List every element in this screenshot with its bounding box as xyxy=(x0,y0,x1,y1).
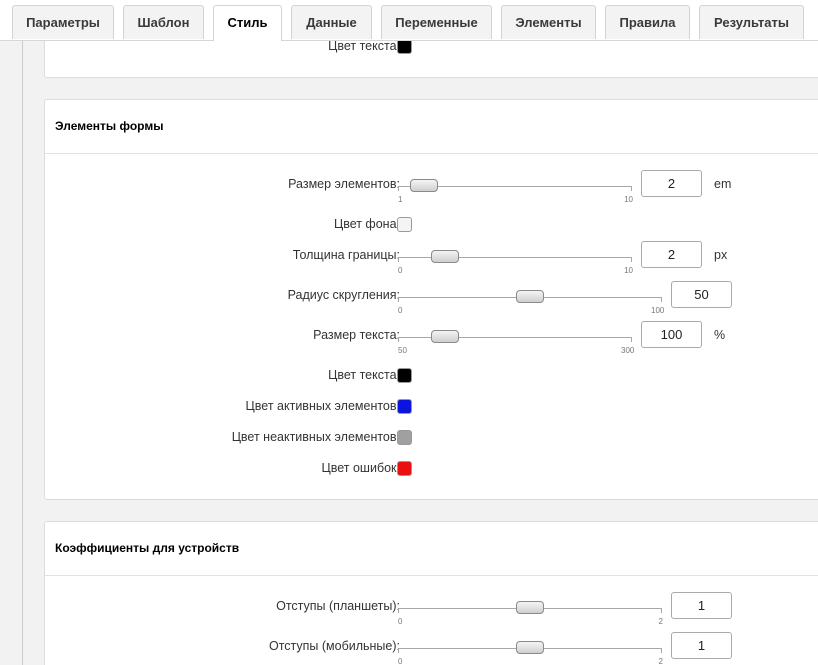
slider-tick xyxy=(631,257,632,262)
slider-tick xyxy=(398,257,399,262)
tab[interactable]: Стиль xyxy=(213,5,282,41)
field-label: Размер элементов: xyxy=(288,177,400,191)
field-label: Цвет неактивных элементов: xyxy=(231,430,400,444)
slider-max: 2 xyxy=(658,617,663,626)
color-swatch[interactable] xyxy=(397,399,412,414)
slider-max: 2 xyxy=(658,657,663,665)
slider-max: 10 xyxy=(624,266,633,275)
slider-max: 300 xyxy=(621,346,635,355)
slider-min: 0 xyxy=(398,306,403,315)
field-label: Цвет текста: xyxy=(328,368,400,382)
slider-handle[interactable] xyxy=(515,601,544,614)
tab[interactable]: Шаблон xyxy=(123,5,204,39)
slider-handle[interactable] xyxy=(430,250,459,263)
content: Цвет текста: Элементы формы Размер элемент… xyxy=(0,40,818,665)
slider-min: 1 xyxy=(398,195,403,204)
unit-label: em xyxy=(714,177,732,191)
slider-handle[interactable] xyxy=(430,330,459,343)
slider-handle[interactable] xyxy=(409,179,438,192)
slider-tick xyxy=(631,337,632,342)
tab[interactable]: Элементы xyxy=(501,5,596,39)
field-label: Радиус скругления: xyxy=(287,288,400,302)
panel-title: Элементы формы xyxy=(55,119,164,133)
unit-label: px xyxy=(714,248,728,262)
field-label: Размер текста: xyxy=(313,328,400,342)
slider-max: 10 xyxy=(624,195,633,204)
slider-min: 50 xyxy=(398,346,407,355)
tab[interactable]: Результаты xyxy=(699,5,804,39)
slider-track xyxy=(398,257,631,258)
slider-tick xyxy=(398,337,399,342)
slider-tick xyxy=(661,297,662,302)
slider-min: 0 xyxy=(398,617,403,626)
slider-handle[interactable] xyxy=(515,641,544,654)
color-swatch[interactable] xyxy=(397,368,412,383)
slider-min: 0 xyxy=(398,657,403,665)
slider-track xyxy=(398,337,631,338)
slider-tick xyxy=(398,608,399,613)
field-label: Толщина границы: xyxy=(292,248,400,262)
panel: Цвет текста: xyxy=(44,40,818,78)
value-input[interactable]: 50 xyxy=(671,281,732,308)
slider-tick xyxy=(398,648,399,653)
field-label: Цвет текста: xyxy=(328,40,400,53)
value-input[interactable]: 1 xyxy=(671,632,732,659)
panel: Коэффициенты для устройств Отступы (планш… xyxy=(44,521,818,665)
slider-tick xyxy=(631,186,632,191)
tab-bar: Параметры Шаблон Стиль Данные Переменные Элем… xyxy=(0,0,818,41)
slider-max: 100 xyxy=(651,306,665,315)
left-border xyxy=(22,40,23,665)
field-label: Цвет активных элементов: xyxy=(245,399,400,413)
color-swatch[interactable] xyxy=(397,217,412,232)
slider-track xyxy=(398,186,631,187)
slider-tick xyxy=(661,608,662,613)
panel: Элементы формы Размер элементов: 1 10 2 em Цве… xyxy=(44,99,818,500)
divider xyxy=(45,575,818,576)
tab[interactable]: Данные xyxy=(291,5,372,39)
value-input[interactable]: 1 xyxy=(671,592,732,619)
panel-title: Коэффициенты для устройств xyxy=(55,541,240,555)
slider-tick xyxy=(398,297,399,302)
tab[interactable]: Правила xyxy=(605,5,690,39)
field-label: Цвет ошибок: xyxy=(321,461,401,475)
color-swatch[interactable] xyxy=(397,461,412,476)
unit-label: % xyxy=(714,328,726,342)
slider-tick xyxy=(398,186,399,191)
value-input[interactable]: 100 xyxy=(641,321,702,348)
slider-tick xyxy=(661,648,662,653)
divider xyxy=(45,153,818,154)
slider-min: 0 xyxy=(398,266,403,275)
value-input[interactable]: 2 xyxy=(641,241,702,268)
value-input[interactable]: 2 xyxy=(641,170,702,197)
field-label: Отступы (планшеты): xyxy=(276,599,400,613)
color-swatch[interactable] xyxy=(397,40,412,54)
tab[interactable]: Переменные xyxy=(381,5,492,39)
field-label: Цвет фона: xyxy=(333,217,400,231)
color-swatch[interactable] xyxy=(397,430,412,445)
field-label: Отступы (мобильные): xyxy=(268,639,400,653)
tab[interactable]: Параметры xyxy=(12,5,114,39)
slider-handle[interactable] xyxy=(515,290,544,303)
